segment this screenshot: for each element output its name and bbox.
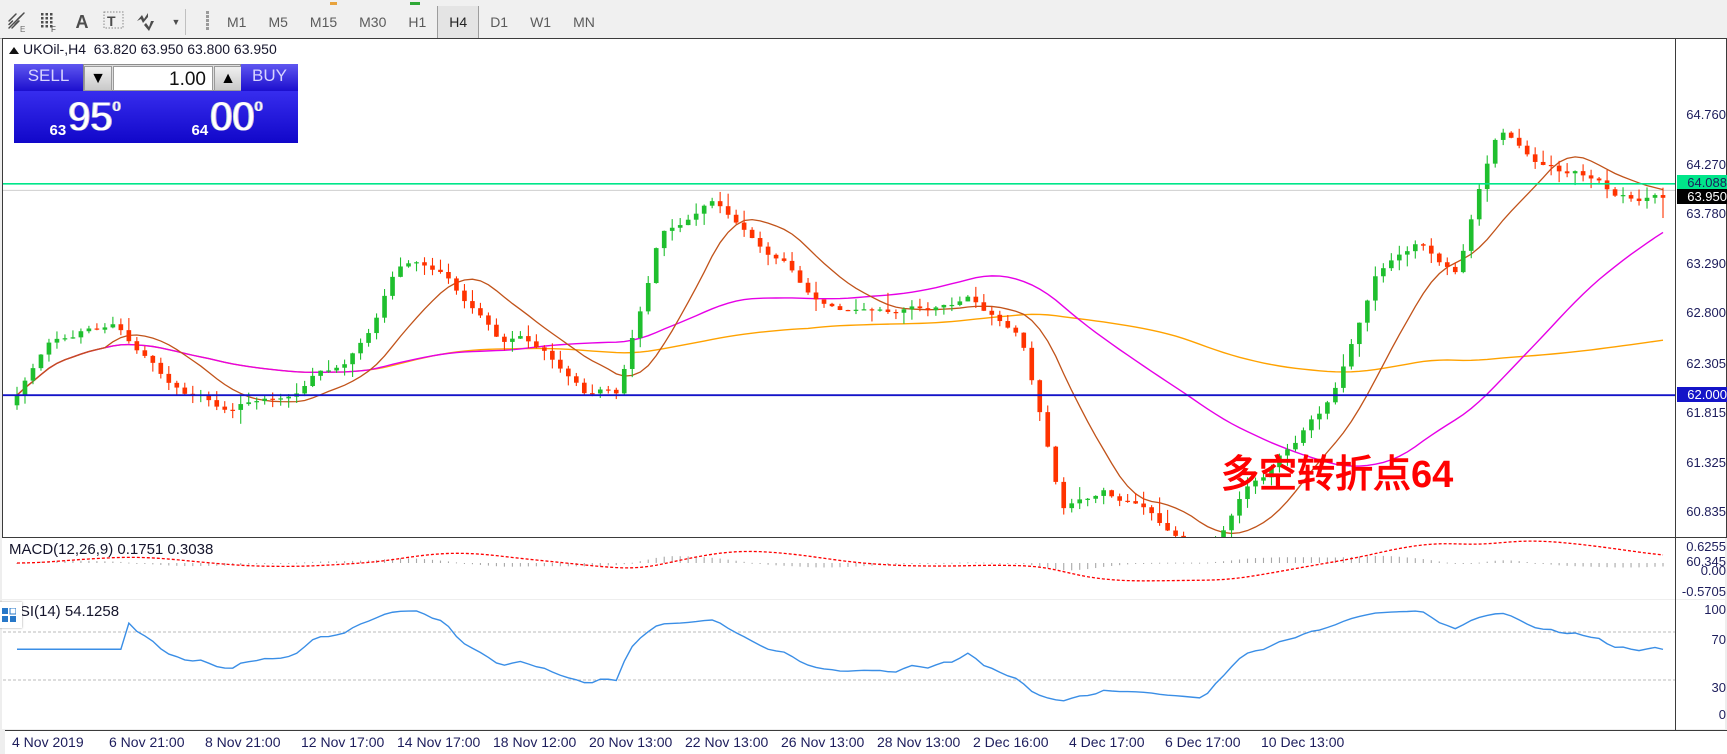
svg-text:MACD(12,26,9) 0.1751 0.3038: MACD(12,26,9) 0.1751 0.3038 bbox=[9, 541, 213, 558]
svg-text:F: F bbox=[51, 25, 56, 33]
svg-text:RSI(14) 54.1258: RSI(14) 54.1258 bbox=[9, 603, 119, 620]
svg-text:E: E bbox=[20, 25, 25, 33]
svg-text:T: T bbox=[107, 13, 116, 29]
svg-text:多空转折点64: 多空转折点64 bbox=[1221, 454, 1453, 496]
